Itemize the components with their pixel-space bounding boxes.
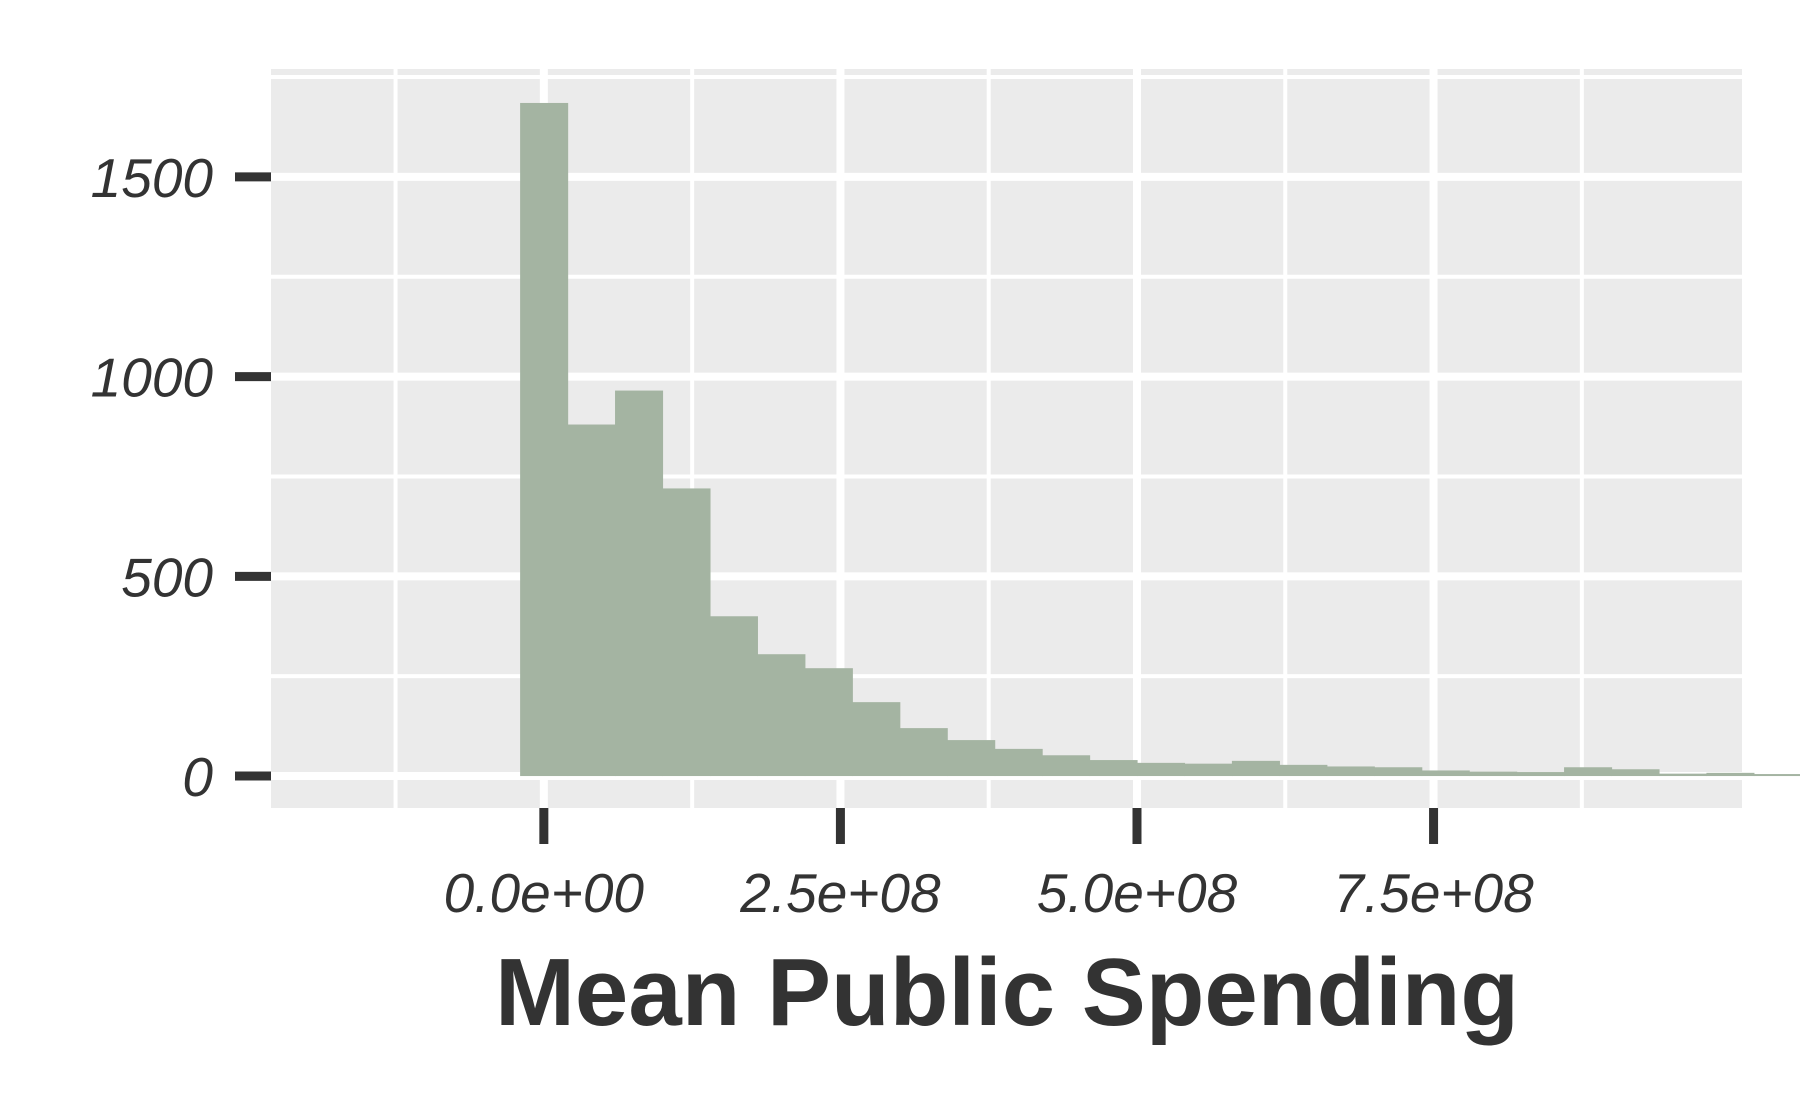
- histogram-bar: [1231, 760, 1280, 777]
- plot-panel: [271, 69, 1742, 808]
- histogram-bar: [1279, 764, 1328, 777]
- histogram-bar: [1658, 773, 1708, 777]
- histogram-bar: [947, 740, 996, 777]
- histogram-bar: [709, 616, 758, 777]
- bars: [520, 102, 1800, 777]
- histogram-bar: [804, 668, 853, 777]
- histogram-bar: [1136, 762, 1186, 777]
- histogram-bar: [1516, 772, 1565, 777]
- histogram-bar: [994, 748, 1043, 777]
- x-tick-label: 0.0e+00: [444, 862, 645, 924]
- tick-labels: 0 500 1000 1500 0.0e+00 2.5e+08 5.0e+08 7.5e+08: [91, 147, 1535, 924]
- histogram-bar: [1564, 767, 1613, 777]
- histogram-bar: [1042, 755, 1091, 777]
- histogram-bar: [567, 424, 616, 777]
- histogram-bar: [1421, 770, 1470, 777]
- histogram-bar: [615, 390, 664, 777]
- histogram-bar: [1326, 766, 1375, 777]
- histogram-bar: [1184, 763, 1233, 777]
- histogram-bar: [1611, 769, 1660, 777]
- minor-grid: [271, 69, 1742, 808]
- x-tick-label: 7.5e+08: [1333, 862, 1534, 924]
- histogram-bar: [1089, 760, 1138, 777]
- histogram-bar: [1469, 771, 1518, 777]
- x-tick-label: 2.5e+08: [739, 862, 941, 924]
- histogram-bar: [757, 654, 806, 777]
- histogram-bar: [1706, 772, 1755, 777]
- axis-ticks: [235, 172, 1439, 844]
- y-tick-label: 1500: [91, 147, 214, 209]
- x-axis-title: Mean Public Spending: [495, 939, 1519, 1046]
- histogram-bar: [520, 102, 569, 777]
- histogram-bar: [1753, 774, 1800, 777]
- y-tick-label: 500: [121, 546, 213, 608]
- histogram-bar: [852, 702, 901, 777]
- histogram-bar: [899, 728, 948, 777]
- histogram-bar: [662, 488, 711, 777]
- histogram-bar: [1374, 767, 1423, 777]
- x-tick-label: 5.0e+08: [1037, 862, 1238, 924]
- y-tick-label: 1000: [91, 347, 214, 409]
- y-tick-label: 0: [182, 746, 213, 808]
